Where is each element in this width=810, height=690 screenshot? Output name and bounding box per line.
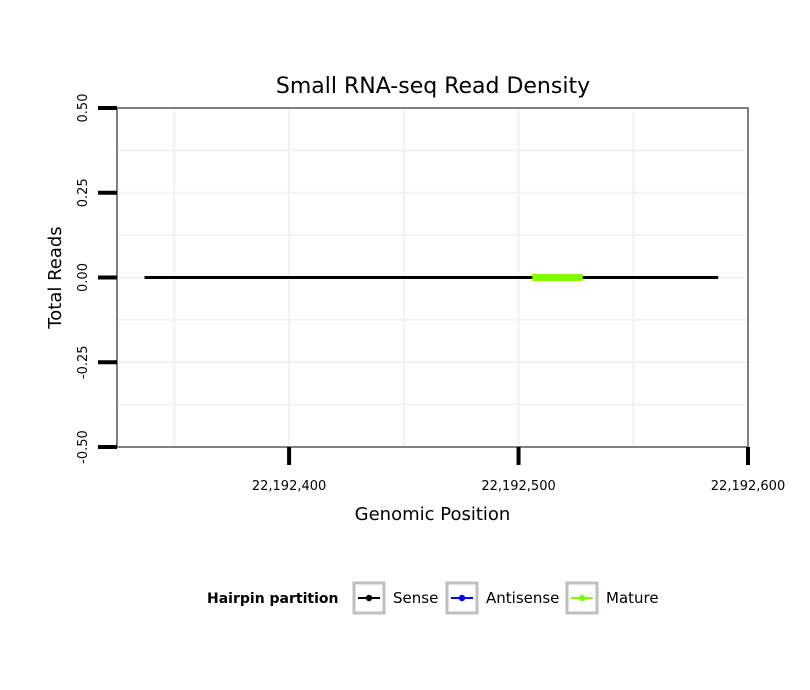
y-tick-label: 0.25 <box>76 178 91 207</box>
legend-key-point <box>365 594 373 602</box>
y-tick-label: -0.25 <box>76 345 91 379</box>
legend-label: Mature <box>606 589 659 607</box>
x-axis: 22,192,400 22,192,500 22,192,600 <box>252 447 785 494</box>
x-axis-label: Genomic Position <box>355 504 511 525</box>
legend-items: Sense Antisense Mature <box>352 581 659 615</box>
legend: Hairpin partition Sense Antisense Mature <box>207 581 659 615</box>
legend-label: Antisense <box>486 589 559 607</box>
x-tick-label: 22,192,500 <box>481 479 555 494</box>
legend-key-point <box>578 594 586 602</box>
y-axis-label: Total Reads <box>45 226 66 329</box>
y-tick-label: -0.50 <box>76 430 91 464</box>
legend-title: Hairpin partition <box>207 591 338 607</box>
y-tick-label: 0.50 <box>76 94 91 123</box>
y-tick-label: 0.00 <box>76 263 91 292</box>
x-tick-label: 22,192,400 <box>252 479 326 494</box>
legend-key-point <box>458 594 466 602</box>
legend-label: Sense <box>393 589 438 607</box>
y-axis: -0.50 -0.25 0.00 0.25 0.50 <box>76 94 117 464</box>
x-tick-label: 22,192,600 <box>711 479 785 494</box>
chart-title: Small RNA-seq Read Density <box>276 74 590 99</box>
